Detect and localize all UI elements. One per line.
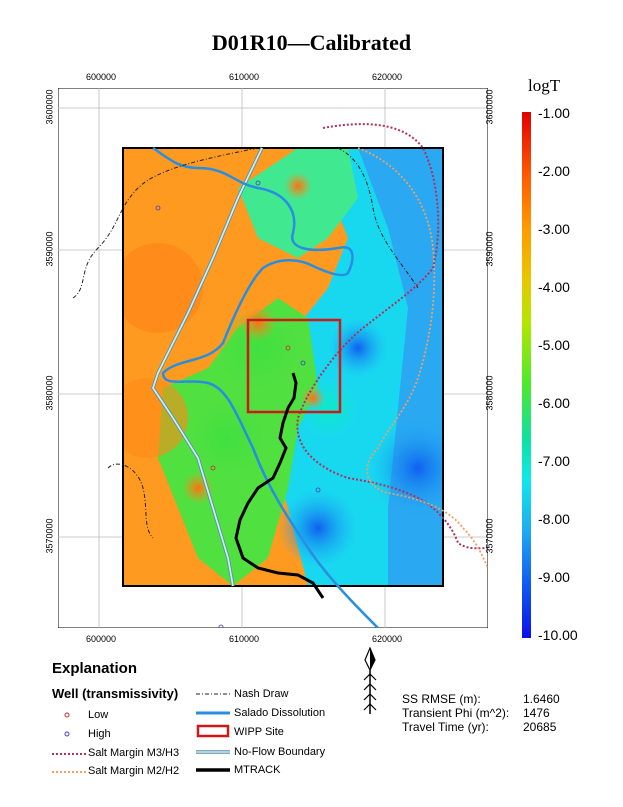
legend-salt-m3: Salt Margin M3/H3 xyxy=(88,747,180,759)
salt-margin-m3-line xyxy=(296,123,488,550)
legend-nash-draw: Nash Draw xyxy=(234,688,289,700)
wipp-site-icon xyxy=(196,724,230,738)
legend-heading: Explanation xyxy=(52,660,138,677)
colorbar-label-4: -4.00 xyxy=(538,279,570,295)
x-tick-bottom-0: 600000 xyxy=(86,634,117,644)
north-arrow-icon xyxy=(363,646,377,714)
well-markers xyxy=(155,180,321,628)
legend-salado: Salado Dissolution xyxy=(234,707,326,719)
travel-time-label: Travel Time (yr): xyxy=(402,720,489,734)
colorbar xyxy=(522,112,531,638)
colorbar-label-7: -7.00 xyxy=(538,453,570,469)
y-tick-right-1: 3590000 xyxy=(484,231,495,267)
x-tick-bottom-1: 610000 xyxy=(229,634,260,644)
y-tick-right-2: 3580000 xyxy=(484,375,495,411)
salt-margin-m2-icon xyxy=(52,771,86,773)
colorbar-label-1: -1.00 xyxy=(538,105,570,121)
mtrack-line xyxy=(234,372,325,599)
colorbar-label-9: -9.00 xyxy=(538,569,570,585)
legend-mtrack: MTRACK xyxy=(234,764,281,776)
legend-low: Low xyxy=(88,709,109,721)
rmse-value: 1.6460 xyxy=(523,692,560,706)
travel-time-value: 20685 xyxy=(523,720,557,734)
colorbar-label-8: -8.00 xyxy=(538,511,570,527)
legend-salt-m2: Salt Margin M2/H2 xyxy=(88,765,180,777)
rmse-label: SS RMSE (m): xyxy=(402,692,481,706)
map-title: D01R10—Calibrated xyxy=(211,30,412,55)
x-tick-top-1: 610000 xyxy=(229,72,260,82)
nash-draw-line xyxy=(72,147,259,539)
salt-margin-m2-line xyxy=(357,147,488,569)
colorbar-label-3: -3.00 xyxy=(538,221,570,237)
salado-dissolution-line xyxy=(152,146,379,628)
phi-value: 1476 xyxy=(523,706,550,720)
wipp-site-box xyxy=(246,318,342,414)
legend-no-flow: No-Flow Boundary xyxy=(234,746,326,758)
salt-margin-m3-icon xyxy=(52,753,86,755)
nash-draw-icon xyxy=(196,693,230,695)
salado-dissolution-icon xyxy=(196,711,230,715)
phi-label: Transient Phi (m^2): xyxy=(402,706,510,720)
colorbar-title: logT xyxy=(528,76,561,95)
colorbar-label-5: -5.00 xyxy=(538,337,570,353)
y-tick-left-1: 3590000 xyxy=(44,231,55,267)
y-tick-right-0: 3600000 xyxy=(484,89,495,125)
x-tick-top-0: 600000 xyxy=(86,72,117,82)
map-canvas xyxy=(58,88,488,628)
x-tick-bottom-2: 620000 xyxy=(372,634,403,644)
well-heading: Well (transmissivity) xyxy=(52,686,179,701)
colorbar-label-6: -6.00 xyxy=(538,395,570,411)
no-flow-boundary-icon xyxy=(196,750,230,754)
y-tick-left-0: 3600000 xyxy=(44,89,55,125)
y-tick-right-3: 3570000 xyxy=(484,518,495,554)
colorbar-label-2: -2.00 xyxy=(538,163,570,179)
legend-wipp: WIPP Site xyxy=(234,726,284,738)
legend-high: High xyxy=(88,728,111,740)
y-tick-left-3: 3570000 xyxy=(44,518,55,554)
mtrack-icon xyxy=(196,768,230,772)
low-well-icon xyxy=(64,712,70,718)
colorbar-label-10: -10.00 xyxy=(538,627,578,643)
y-tick-left-2: 3580000 xyxy=(44,375,55,411)
x-tick-top-2: 620000 xyxy=(372,72,403,82)
high-well-icon xyxy=(64,731,70,737)
transmissivity-field xyxy=(123,148,443,586)
